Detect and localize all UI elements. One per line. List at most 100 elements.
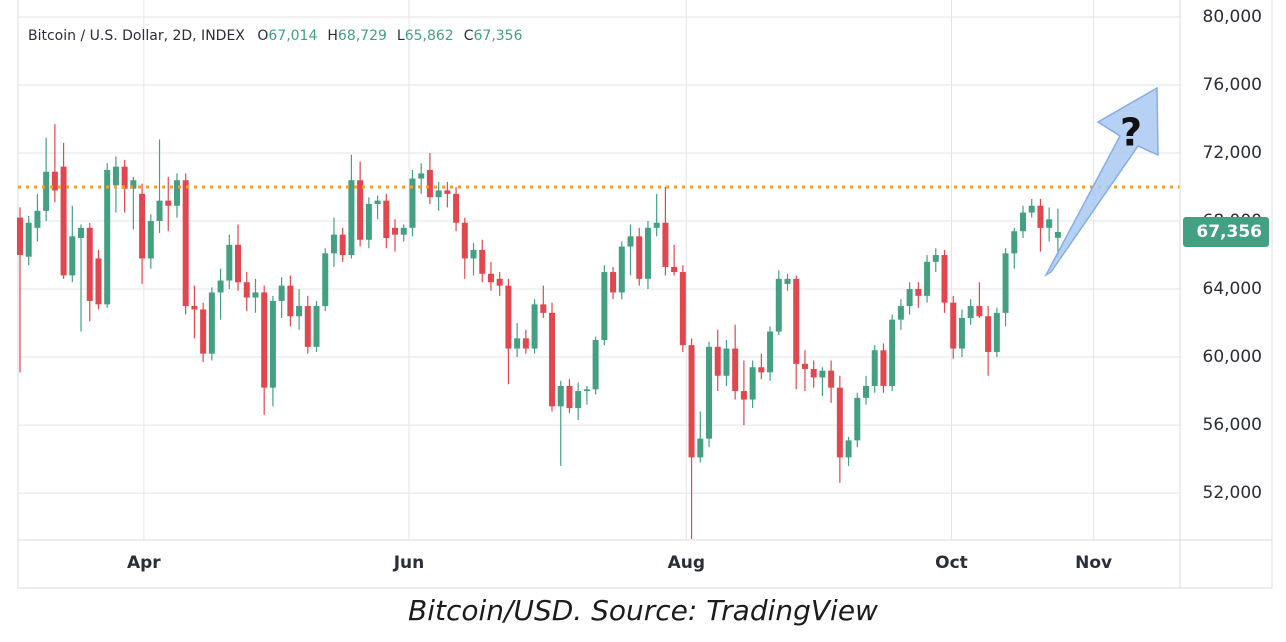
candle-body xyxy=(339,234,346,256)
legend-title: Bitcoin / U.S. Dollar, 2D, INDEX xyxy=(28,28,245,44)
candle-body xyxy=(269,300,276,388)
candle-body xyxy=(671,266,678,273)
legend-key: L xyxy=(397,28,405,44)
candle-body xyxy=(252,292,259,298)
candle-body xyxy=(906,289,913,307)
candle-body xyxy=(557,385,564,407)
candle-body xyxy=(173,180,180,206)
candle-body xyxy=(531,304,538,349)
candle-body xyxy=(714,346,721,376)
candle-body xyxy=(627,236,634,247)
candle-body xyxy=(950,302,957,349)
caption: Bitcoin/USD. Source: TradingView xyxy=(408,594,878,627)
annotation: ? xyxy=(1120,111,1142,155)
candle-body xyxy=(801,363,808,369)
candle-body xyxy=(278,285,285,301)
y-tick-label: 56,000 xyxy=(1203,415,1262,435)
candle-body xyxy=(330,234,337,254)
candle-body xyxy=(296,306,303,317)
candle-body xyxy=(496,278,503,286)
candle-body xyxy=(583,389,590,392)
candle-body xyxy=(95,258,102,305)
y-tick-label: 76,000 xyxy=(1203,75,1262,95)
x-tick-label: Apr xyxy=(127,553,161,573)
candle-body xyxy=(889,319,896,386)
candle-body xyxy=(78,227,85,239)
candle-body xyxy=(139,193,146,259)
candle-body xyxy=(775,278,782,332)
candle-body xyxy=(235,244,242,283)
candle-body xyxy=(688,345,695,458)
x-tick-label: Nov xyxy=(1075,553,1112,573)
candle-body xyxy=(348,180,355,256)
legend-value: 65,862 xyxy=(405,28,454,44)
candle-body xyxy=(147,221,154,259)
candle-body xyxy=(470,249,477,259)
candle-body xyxy=(993,312,1000,352)
candle-body xyxy=(706,346,713,439)
chart-frame xyxy=(17,0,1273,589)
candle-body xyxy=(426,170,433,198)
candle-body xyxy=(810,368,817,378)
candle-body xyxy=(514,338,521,349)
candle-body xyxy=(522,338,529,349)
candle-body xyxy=(357,180,364,240)
candle-body xyxy=(444,190,451,194)
candle-body xyxy=(243,282,250,298)
candle-body xyxy=(636,236,643,279)
candle-body xyxy=(505,285,512,349)
legend-value: 67,356 xyxy=(474,28,523,44)
legend: Bitcoin / U.S. Dollar, 2D, INDEX O67,014… xyxy=(28,28,523,44)
candle-body xyxy=(51,171,58,191)
candle-body xyxy=(836,387,843,458)
candle-body xyxy=(1054,231,1061,238)
candle-body xyxy=(679,272,686,346)
candle-body xyxy=(191,306,198,310)
candle-body xyxy=(156,200,163,222)
candle-body xyxy=(662,222,669,267)
candle-body xyxy=(644,227,651,279)
candle-body xyxy=(374,200,381,205)
candle-body xyxy=(165,200,172,206)
candle-body xyxy=(322,253,329,307)
candle-body xyxy=(130,180,137,189)
candle-body xyxy=(86,227,93,301)
candle-body xyxy=(261,292,268,388)
candle-body xyxy=(217,280,224,293)
y-tick-label: 64,000 xyxy=(1203,279,1262,299)
candle-body xyxy=(112,166,119,186)
candle-body xyxy=(985,316,992,352)
candle-body xyxy=(313,306,320,347)
candle-body xyxy=(592,340,599,390)
candle-body xyxy=(871,350,878,386)
x-tick-label: Aug xyxy=(668,553,705,573)
candle-body xyxy=(880,350,887,386)
candle-body xyxy=(418,173,425,179)
candle-body xyxy=(976,306,983,317)
candle-body xyxy=(182,180,189,307)
candle-body xyxy=(1002,253,1009,313)
candle-body xyxy=(924,261,931,296)
candle-body xyxy=(1046,219,1053,228)
candle-body xyxy=(697,438,704,458)
y-tick-label: 52,000 xyxy=(1203,483,1262,503)
y-tick-label: 72,000 xyxy=(1203,143,1262,163)
candle-body xyxy=(1011,231,1018,254)
forecast-arrow xyxy=(1044,86,1159,278)
legend-value: 68,729 xyxy=(338,28,387,44)
candle-body xyxy=(566,385,573,409)
candle-body xyxy=(435,190,442,198)
candle-body xyxy=(758,367,765,373)
legend-key: C xyxy=(464,28,474,44)
candle-body xyxy=(549,312,556,407)
legend-key: H xyxy=(327,28,338,44)
y-tick-label: 60,000 xyxy=(1203,347,1262,367)
candle-body xyxy=(60,166,67,276)
candle-body xyxy=(932,255,939,262)
candle-body xyxy=(304,306,311,347)
candle-body xyxy=(453,193,460,223)
candle-body xyxy=(941,255,948,303)
candle-body xyxy=(1037,205,1044,228)
legend-key: O xyxy=(257,28,268,44)
candle-body xyxy=(34,210,41,228)
